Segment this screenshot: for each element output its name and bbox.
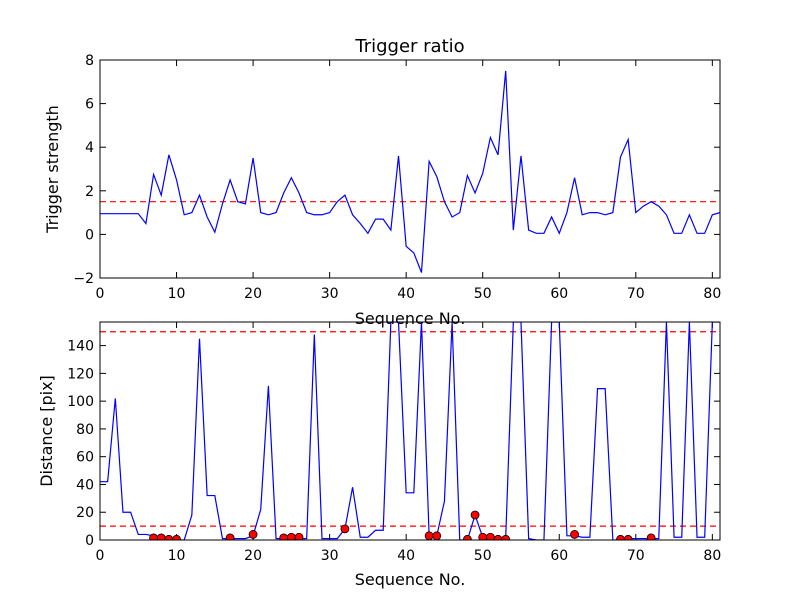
x-tick-label: 60 [550,286,568,302]
y-tick-label: 2 [85,184,94,200]
x-tick-label: 70 [627,548,645,564]
marker-point [493,534,503,540]
y-tick-label: 100 [67,394,94,410]
marker-point [248,530,258,539]
marker-point [294,532,304,540]
y-tick-label: 4 [85,140,94,156]
y-tick-label: 40 [76,477,94,493]
x-tick-label: 80 [703,548,721,564]
marker-point [156,533,166,540]
top-y-axis-label: Trigger strength [43,105,62,234]
y-tick-label: 140 [67,339,94,355]
marker-point [432,531,442,540]
y-tick-label: −2 [73,271,94,287]
marker-point [225,533,235,540]
top-chart-title: Trigger ratio [354,36,464,57]
y-tick-label: 80 [76,422,94,438]
y-tick-label: 8 [85,53,94,69]
marker-point [616,534,625,540]
x-tick-label: 70 [627,286,645,302]
top-x-axis-label: Sequence No. [355,309,466,328]
x-tick-label: 60 [550,548,568,564]
x-tick-label: 40 [397,286,415,302]
x-tick-label: 30 [321,548,339,564]
marker-point [424,531,434,540]
marker-point [470,510,480,520]
x-tick-label: 50 [474,286,492,302]
x-tick-label: 50 [474,548,492,564]
marker-point [340,524,350,534]
marker-point [501,534,511,540]
x-tick-label: 20 [244,548,262,564]
y-tick-label: 60 [76,450,94,466]
x-tick-label: 10 [168,548,186,564]
marker-point [279,533,289,540]
bottom-plot-area: 0 10 20 30 40 50 60 70 80 0 20 40 60 80 100 120 140 [67,322,721,564]
x-tick-label: 10 [168,286,186,302]
y-tick-label: 0 [85,227,94,243]
marker-point [570,530,579,539]
y-tick-label: 20 [76,505,94,521]
bottom-axes-frame [99,321,721,541]
x-tick-label: 80 [703,286,721,302]
x-tick-label: 40 [397,548,415,564]
marker-point [463,534,472,540]
marker-point [164,534,174,540]
x-tick-label: 30 [321,286,339,302]
y-tick-label: 6 [85,97,94,113]
marker-point [149,533,158,540]
bottom-panel: 0 10 20 30 40 50 60 70 80 0 20 40 60 80 100 120 140 Sequ… [37,321,721,589]
y-tick-label: 120 [67,366,94,382]
marker-point [646,533,656,540]
y-tick-label: 0 [85,533,94,549]
series-line [100,70,720,273]
x-tick-label: 0 [96,286,105,302]
series-line [100,322,720,540]
x-tick-label: 0 [96,548,105,564]
marker-point [623,534,633,540]
marker-point [172,534,181,540]
top-axes-frame [99,59,721,279]
bottom-y-axis-label: Distance [pix] [37,375,56,487]
x-tick-label: 20 [244,286,262,302]
bottom-x-axis-label: Sequence No. [355,570,466,589]
